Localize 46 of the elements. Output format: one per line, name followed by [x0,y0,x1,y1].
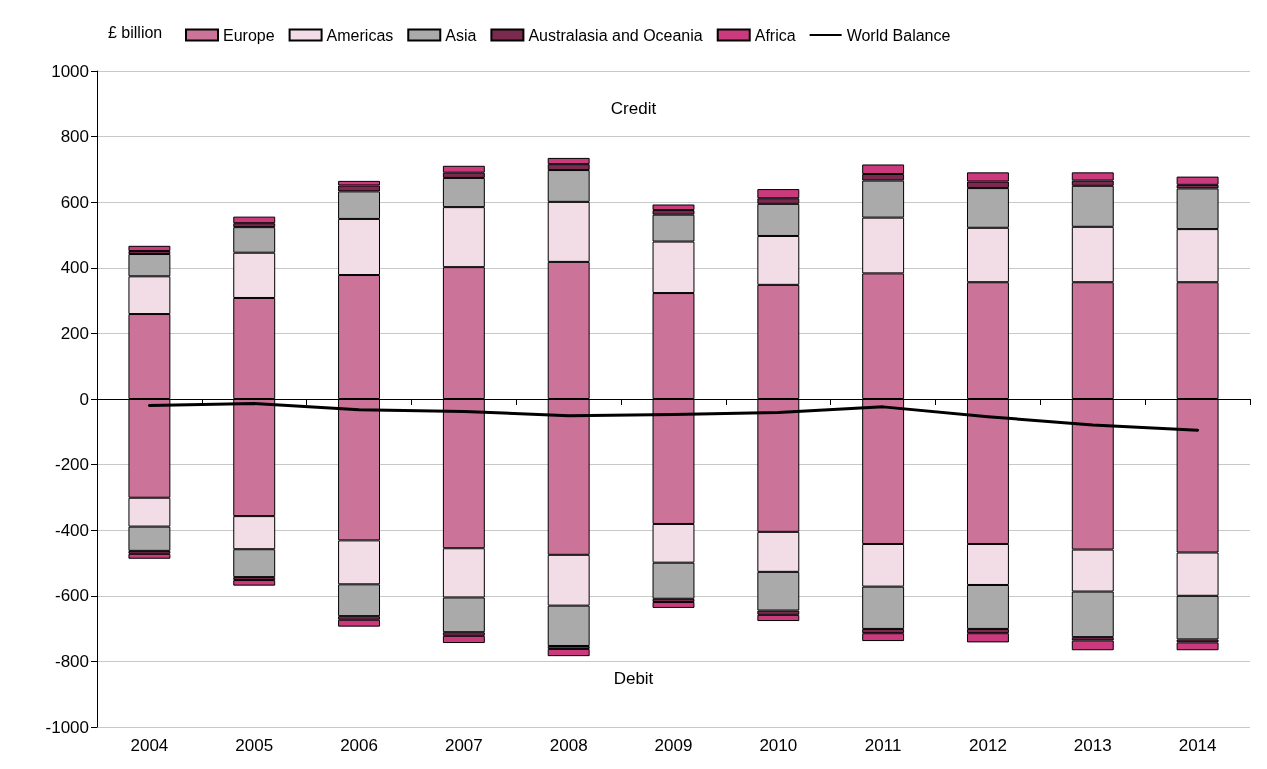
bar [1176,176,1219,185]
x-tick-label: 2004 [130,736,169,755]
y-axis-title: £ billion [108,23,163,41]
bar [757,614,800,622]
x-tick-label: 2011 [864,736,902,755]
bar [442,635,485,644]
bar [547,648,590,657]
bar [338,619,381,627]
bar [1071,640,1114,651]
x-tick-label: 2010 [759,736,798,755]
y-tick-label: -200 [54,455,89,475]
annotation: Credit [610,99,657,118]
x-tick-label: 2009 [654,736,693,755]
y-tick-label: 400 [60,258,89,278]
legend-label: World Balance [846,26,951,44]
bar [233,216,276,224]
bar [128,245,171,252]
x-tick-label: 2013 [1073,736,1112,755]
bar [233,580,276,586]
legend-label: Americas [326,26,394,44]
bar [652,204,695,211]
y-tick-label: -800 [54,651,89,671]
y-tick-label: 800 [60,127,89,147]
x-tick-label: 2014 [1178,736,1217,755]
x-tick-label: 2005 [235,736,274,755]
x-tick-label: 2006 [340,736,378,755]
x-tick-label: 2008 [549,736,588,755]
x-tick-label: 2007 [444,736,483,755]
bar [966,633,1009,643]
legend-label: Asia [445,26,477,44]
bar [862,633,905,642]
bar [1176,642,1219,651]
legend-label: Europe [223,26,275,44]
y-tick-label: 0 [79,389,89,409]
bar [652,602,695,608]
bar [128,553,171,559]
legend-label: Africa [754,26,796,44]
y-tick-label: 1000 [51,61,89,81]
y-tick-label: 600 [60,192,89,212]
y-tick-label: -600 [54,586,89,606]
y-tick-label: -1000 [45,717,89,737]
legend-label: Australasia and Oceania [528,26,703,44]
y-tick-label: -400 [54,520,89,540]
x-tick-label: 2012 [969,736,1007,755]
y-tick-label: 200 [60,323,89,343]
annotation: Debit [613,669,654,688]
